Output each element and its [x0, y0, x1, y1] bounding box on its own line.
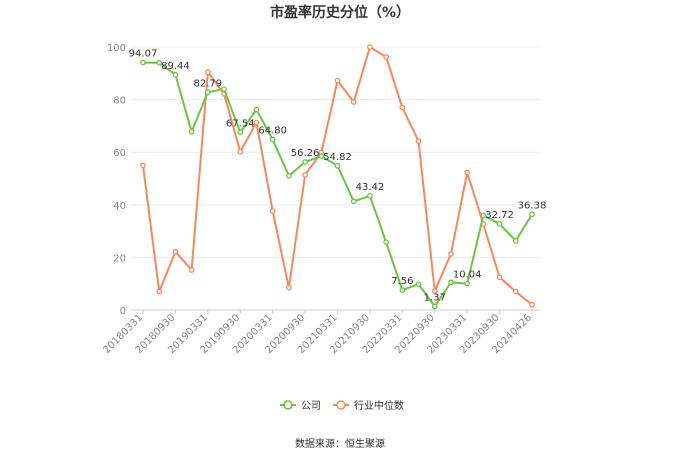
legend-swatch-marker [283, 400, 293, 410]
data-label: 54.82 [323, 152, 352, 163]
data-point-industry-median[interactable] [253, 119, 260, 126]
data-point-industry-median[interactable] [334, 77, 341, 84]
y-tick-label: 40 [113, 201, 126, 212]
data-point-company[interactable] [172, 71, 179, 78]
grid [131, 46, 540, 311]
data-point-industry-median[interactable] [237, 148, 244, 155]
source-text: 数据来源：恒生聚源 [295, 437, 385, 450]
data-point-industry-median[interactable] [383, 54, 389, 60]
data-label: 36.38 [518, 200, 547, 211]
data-point-industry-median[interactable] [286, 284, 292, 291]
legend-swatch-marker [336, 400, 346, 410]
series-group [140, 44, 535, 310]
data-point-industry-median[interactable] [172, 248, 179, 255]
data-point-industry-median[interactable] [464, 169, 471, 176]
data-point-industry-median[interactable] [188, 267, 195, 273]
legend-item-industry-median[interactable]: 行业中位数 [333, 399, 404, 412]
data-label: 94.07 [129, 49, 158, 60]
data-point-company[interactable] [512, 237, 519, 244]
legend[interactable]: 公司 行业中位数 [280, 399, 404, 412]
data-point-company[interactable] [140, 59, 146, 66]
data-label: 32.72 [485, 210, 514, 221]
y-tick-label: 0 [120, 306, 126, 317]
legend-item-company[interactable]: 公司 [280, 400, 321, 412]
data-label: 7.56 [391, 276, 413, 287]
data-point-industry-median[interactable] [529, 301, 535, 308]
data-point-industry-median[interactable] [431, 288, 438, 294]
y-tick-label: 60 [113, 148, 126, 159]
data-label: 56.26 [291, 148, 320, 159]
chart-title: 市盈率历史分位（%） [270, 4, 410, 21]
series-company [140, 59, 535, 310]
y-axis: 0 20 40 60 80 100 [107, 43, 126, 317]
data-point-company[interactable] [302, 159, 308, 165]
data-point-company[interactable] [318, 153, 325, 159]
data-point-industry-median[interactable] [156, 288, 163, 295]
data-point-industry-median[interactable] [448, 251, 454, 257]
series-industry-median [140, 44, 535, 308]
data-point-company[interactable] [269, 136, 276, 143]
y-tick-label: 80 [113, 96, 126, 107]
data-label: 67.54 [226, 118, 255, 129]
data-point-industry-median[interactable] [140, 162, 146, 169]
data-point-company[interactable] [383, 239, 389, 245]
data-point-company[interactable] [367, 192, 373, 199]
data-point-industry-median[interactable] [204, 69, 211, 76]
data-point-company[interactable] [253, 106, 260, 113]
data-point-company[interactable] [480, 212, 487, 219]
data-point-industry-median[interactable] [512, 288, 519, 295]
data-point-company[interactable] [496, 221, 503, 227]
data-point-industry-median[interactable] [399, 104, 406, 111]
data-point-company[interactable] [399, 287, 406, 293]
data-point-company[interactable] [286, 173, 292, 179]
data-label: 1.37 [424, 292, 446, 303]
data-point-company[interactable] [350, 198, 357, 205]
data-point-company[interactable] [334, 162, 341, 169]
data-point-company[interactable] [188, 128, 195, 135]
data-point-company[interactable] [156, 59, 163, 66]
y-tick-label: 20 [113, 253, 126, 264]
x-axis: 2018033120180930201903312019093020200331… [101, 310, 534, 356]
y-tick-label: 100 [107, 43, 126, 54]
data-label: 64.80 [258, 126, 287, 137]
legend-label: 公司 [301, 401, 321, 412]
data-point-industry-median[interactable] [269, 208, 276, 214]
data-point-industry-median[interactable] [302, 171, 308, 178]
data-point-industry-median[interactable] [367, 44, 373, 50]
data-point-company[interactable] [431, 303, 438, 310]
data-point-company[interactable] [448, 279, 454, 286]
data-point-industry-median[interactable] [350, 99, 357, 105]
data-label: 82.79 [194, 78, 223, 89]
data-point-company[interactable] [464, 280, 471, 287]
data-point-industry-median[interactable] [496, 274, 503, 281]
data-point-company[interactable] [204, 89, 211, 96]
data-point-company[interactable] [221, 86, 227, 92]
legend-label: 行业中位数 [354, 399, 404, 412]
data-point-company[interactable] [415, 281, 422, 288]
data-label: 10.04 [453, 270, 482, 281]
data-point-industry-median[interactable] [415, 138, 422, 145]
data-label: 89.44 [161, 61, 190, 72]
data-point-company[interactable] [529, 211, 535, 218]
data-point-company[interactable] [237, 129, 244, 136]
data-label: 43.42 [356, 182, 385, 193]
